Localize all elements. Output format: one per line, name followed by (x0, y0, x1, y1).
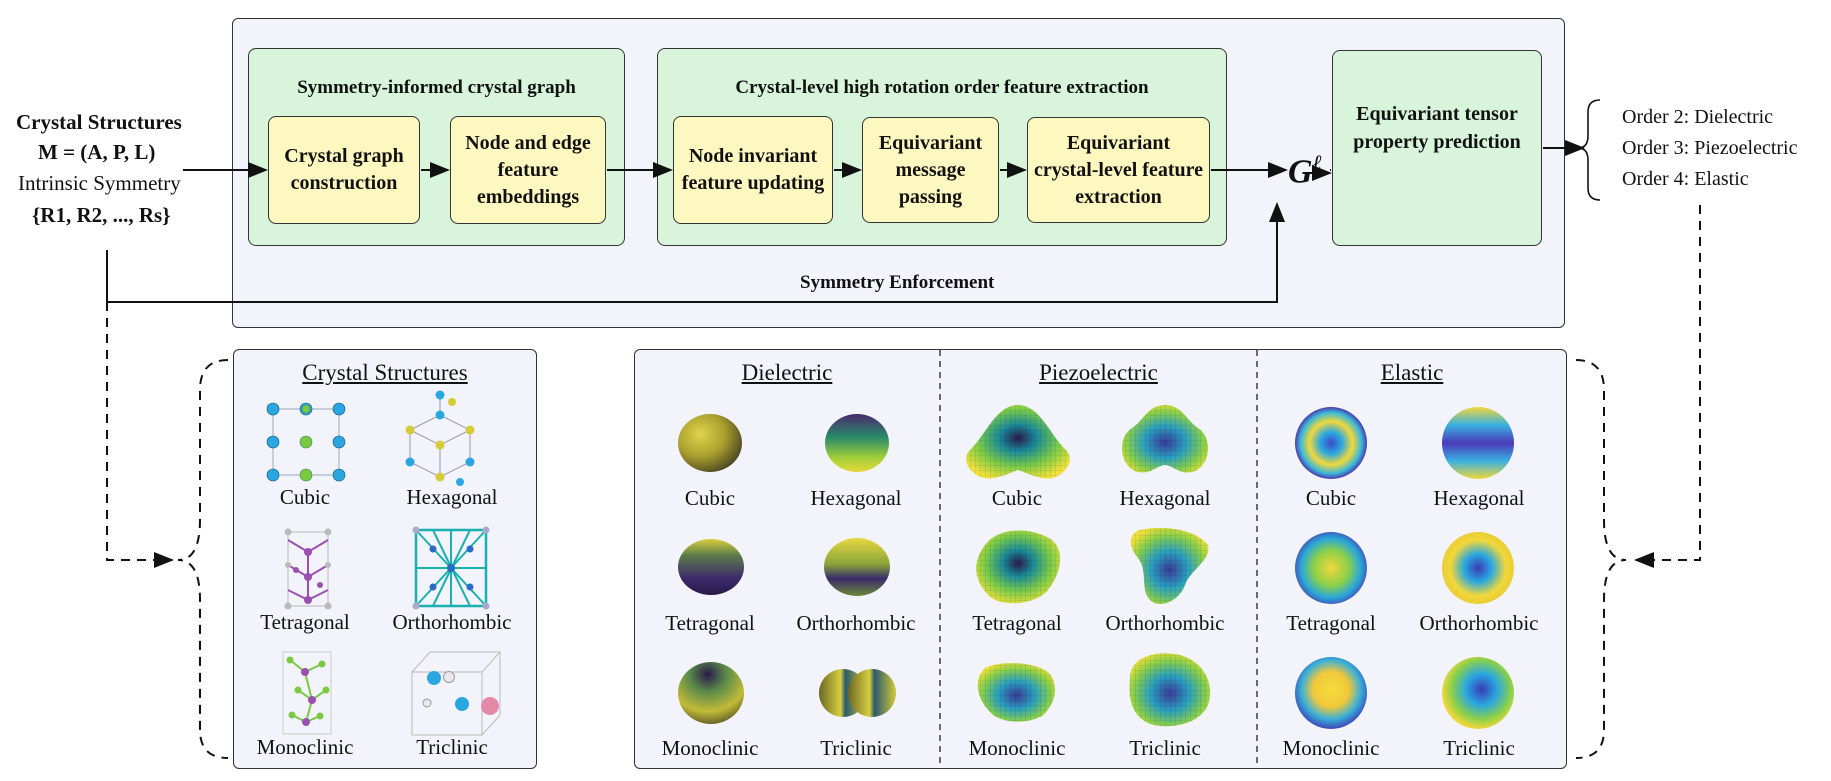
piezo-label-tetragonal: Tetragonal (972, 611, 1062, 635)
symmetry-enforcement-label: Symmetry Enforcement (800, 272, 995, 293)
diel-label-monoclinic: Monoclinic (661, 736, 759, 760)
tensor-section-dielectric: Dielectric (741, 360, 833, 385)
elastic-hexagonal-shape (1442, 407, 1514, 479)
elastic-tetragonal-shape (1295, 532, 1367, 604)
diel-label-orthorhombic: Orthorhombic (796, 611, 916, 635)
piezo-hexagonal-shape (1121, 405, 1209, 473)
input-symmetry-label: Intrinsic Symmetry (18, 171, 181, 195)
elastic-label-hexagonal: Hexagonal (1433, 486, 1525, 510)
elastic-label-orthorhombic: Orthorhombic (1419, 611, 1539, 635)
struct-label-triclinic: Triclinic (416, 735, 488, 759)
node-edge-embeddings-box: Node and edge feature embeddings (450, 116, 606, 224)
node-invariant-box: Node invariant feature updating (673, 116, 833, 224)
elastic-label-monoclinic: Monoclinic (1282, 736, 1380, 760)
output-order2: Order 2: Dielectric (1622, 106, 1774, 128)
struct-label-orthorhombic: Orthorhombic (392, 610, 512, 634)
diel-hexagonal-shape (825, 414, 889, 472)
piezo-label-monoclinic: Monoclinic (968, 736, 1066, 760)
output-brace (1577, 99, 1601, 201)
diel-triclinic-shape (819, 669, 896, 717)
dashed-input-to-structures (106, 302, 174, 568)
input-symmetry-set: {R1, R2, ..., Rs} (32, 203, 171, 227)
elastic-label-cubic: Cubic (1305, 486, 1357, 510)
tetragonal-structure-icon (284, 528, 332, 610)
struct-label-hexagonal: Hexagonal (406, 485, 498, 509)
stage1-title: Symmetry-informed crystal graph (297, 77, 576, 98)
struct-label-cubic: Cubic (279, 485, 331, 509)
piezo-triclinic-shape (1129, 653, 1211, 727)
diel-label-cubic: Cubic (684, 486, 736, 510)
stage2-title: Crystal-level high rotation order featur… (735, 77, 1149, 98)
piezo-cubic-shape (966, 405, 1070, 479)
g-superscript: ℓ (1312, 150, 1322, 175)
piezo-label-triclinic: Triclinic (1129, 736, 1201, 760)
elastic-orthorhombic-shape (1442, 532, 1514, 604)
piezo-tetragonal-shape (976, 530, 1061, 604)
triclinic-structure-icon (411, 651, 501, 736)
symmetry-enforcement-path (106, 202, 1285, 303)
monoclinic-structure-icon (282, 651, 332, 735)
struct-label-tetragonal: Tetragonal (260, 610, 350, 634)
crystal-graph-construction-box: Crystal graph construction (268, 116, 420, 224)
tensor-section-piezoelectric: Piezoelectric (1039, 360, 1158, 385)
diel-tetragonal-shape (678, 539, 744, 595)
elastic-monoclinic-shape (1295, 657, 1367, 729)
elastic-label-triclinic: Triclinic (1443, 736, 1515, 760)
tensor-panel (634, 349, 1567, 769)
structures-title: Crystal Structures (302, 360, 468, 385)
hexagonal-structure-icon (405, 390, 475, 486)
output-order4: Order 4: Elastic (1622, 168, 1749, 190)
piezo-label-orthorhombic: Orthorhombic (1105, 611, 1225, 635)
elastic-label-tetragonal: Tetragonal (1286, 611, 1376, 635)
right-dashed-brace (1575, 359, 1627, 759)
piezo-orthorhombic-shape (1130, 527, 1209, 605)
diel-label-tetragonal: Tetragonal (665, 611, 755, 635)
prediction-box: Equivariant tensor property prediction (1332, 50, 1542, 246)
piezo-monoclinic-shape (977, 663, 1056, 722)
output-order3: Order 3: Piezoelectric (1622, 137, 1798, 159)
prediction-label: Equivariant tensor property prediction (1353, 103, 1521, 153)
diel-label-triclinic: Triclinic (820, 736, 892, 760)
g-letter: G (1288, 153, 1313, 191)
orthorhombic-structure-icon (412, 526, 490, 610)
diel-monoclinic-shape (678, 662, 744, 724)
input-formula: M = (A, P, L) (38, 140, 156, 164)
elastic-triclinic-shape (1442, 657, 1514, 729)
struct-label-monoclinic: Monoclinic (256, 735, 354, 759)
diel-orthorhombic-shape (824, 538, 890, 596)
diel-label-hexagonal: Hexagonal (810, 486, 902, 510)
elastic-cubic-shape (1295, 407, 1367, 479)
piezo-label-cubic: Cubic (991, 486, 1043, 510)
cubic-structure-icon (266, 402, 346, 482)
equivariant-feature-box: Equivariant crystal-level feature extrac… (1027, 117, 1210, 223)
input-title: Crystal Structures (16, 110, 182, 134)
equivariant-message-box: Equivariant message passing (862, 117, 999, 223)
dashed-outputs-to-tensor (1634, 205, 1701, 568)
left-dashed-brace (177, 359, 229, 759)
diel-cubic-shape (678, 414, 742, 472)
g-symbol: Gℓ (1288, 150, 1322, 191)
tensor-section-elastic: Elastic (1380, 360, 1444, 385)
piezo-label-hexagonal: Hexagonal (1119, 486, 1211, 510)
